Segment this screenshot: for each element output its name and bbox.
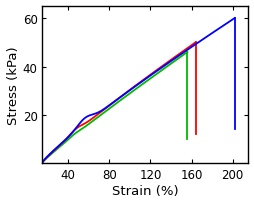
X-axis label: Strain (%): Strain (%): [112, 184, 178, 197]
Y-axis label: Stress (kPa): Stress (kPa): [7, 46, 20, 124]
